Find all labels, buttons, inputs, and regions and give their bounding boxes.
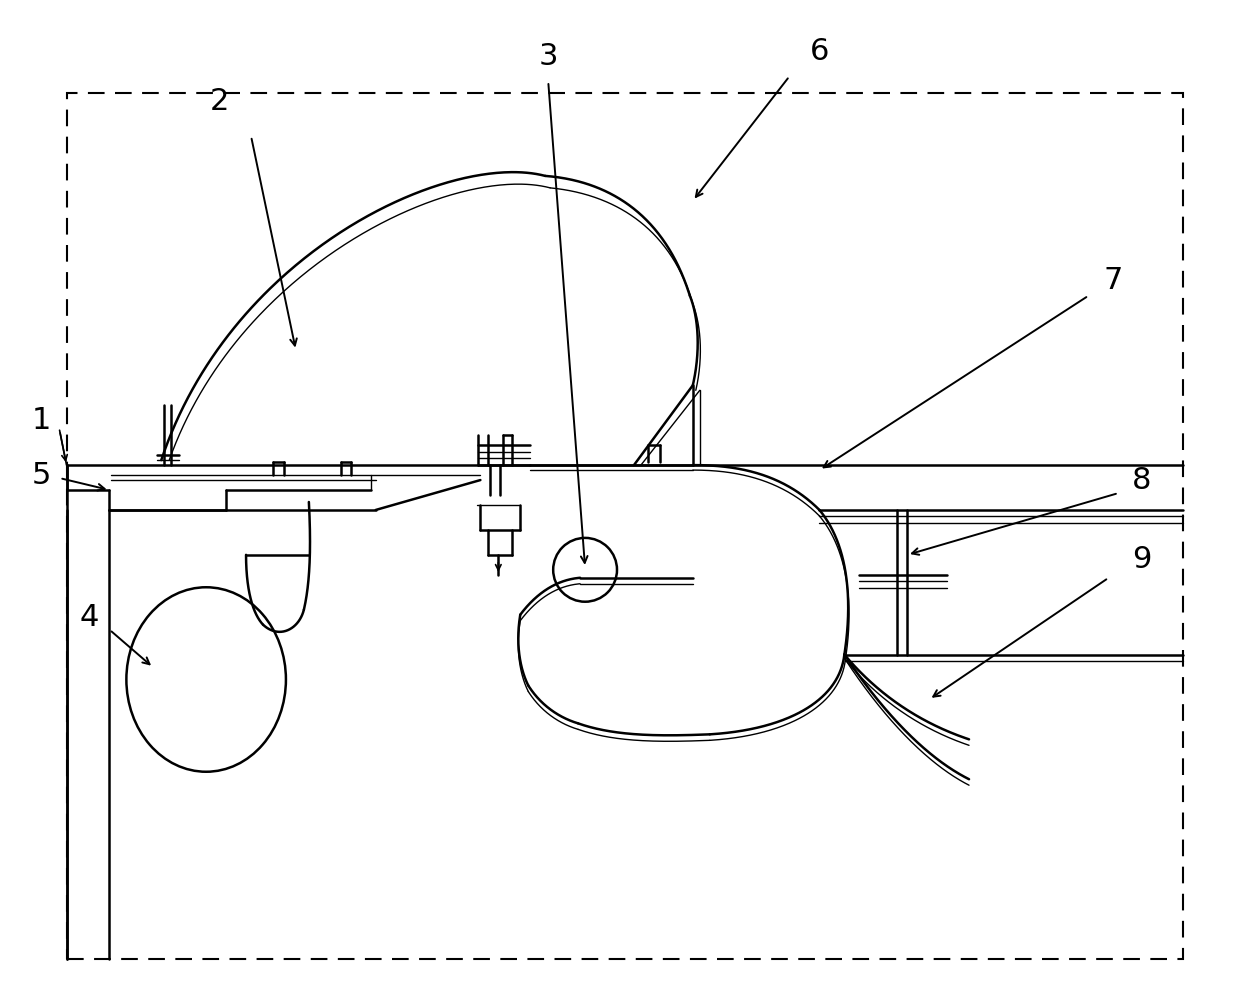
Text: 3: 3 [538,42,558,71]
Text: 9: 9 [1132,546,1151,575]
Text: 4: 4 [79,604,99,633]
Text: 6: 6 [810,37,830,66]
Bar [67,93,1183,959]
Text: 1: 1 [32,405,51,434]
Text: 7: 7 [1104,266,1123,295]
Text: 2: 2 [210,87,229,115]
Text: 5: 5 [32,460,51,489]
Text: 8: 8 [1132,465,1151,494]
